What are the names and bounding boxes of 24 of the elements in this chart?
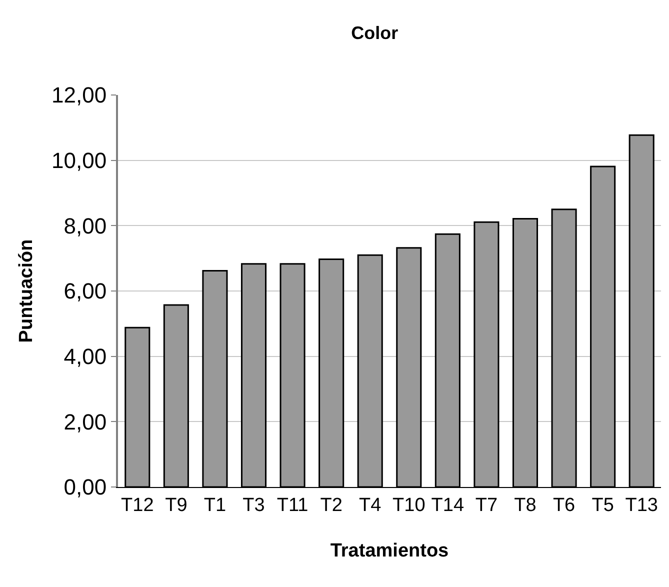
- x-tick-label: T10: [392, 494, 426, 516]
- x-tick-label: T8: [514, 494, 536, 516]
- y-tick-label: 8,00: [64, 213, 107, 238]
- x-tick-label: T4: [359, 494, 382, 516]
- x-tick-label: T14: [431, 494, 464, 516]
- x-axis-title: Tratamientos: [330, 540, 449, 562]
- y-tick-label: 10,00: [52, 148, 107, 174]
- x-tick-label: T1: [204, 494, 226, 516]
- x-tick-label: T12: [121, 494, 154, 516]
- y-tick-label: 6,00: [64, 278, 107, 304]
- x-tick-label: T13: [625, 494, 658, 516]
- x-tick-label: T11: [276, 494, 308, 516]
- x-tick-label: T5: [592, 494, 614, 516]
- y-tick-label: 12,00: [52, 82, 107, 108]
- y-tick-label: 4,00: [64, 344, 107, 370]
- x-tick-label: T7: [475, 494, 498, 516]
- y-tick-label: 2,00: [64, 409, 107, 434]
- x-tick-label: T3: [242, 494, 265, 516]
- x-tick-label: T9: [165, 494, 188, 516]
- y-axis-title: Puntuación: [16, 239, 37, 343]
- y-tick-label: 0,00: [64, 474, 107, 500]
- x-tick-label: T2: [320, 494, 342, 516]
- chart-title: Color: [351, 23, 398, 44]
- x-tick-label: T6: [552, 494, 576, 516]
